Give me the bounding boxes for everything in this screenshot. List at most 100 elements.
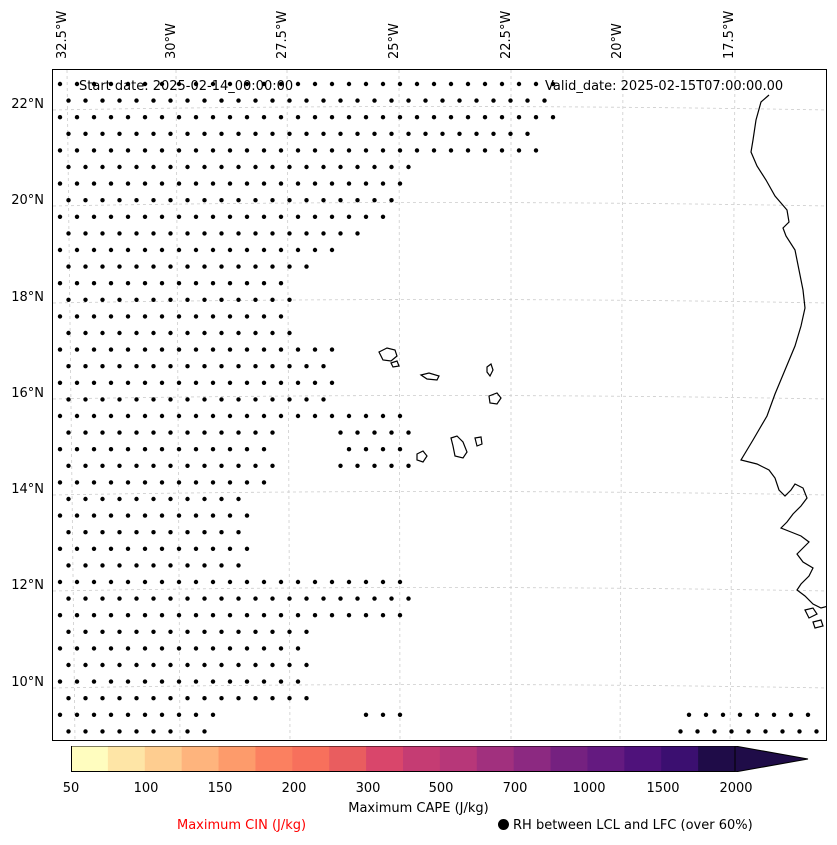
rh-dot xyxy=(380,712,386,717)
rh-dot xyxy=(74,613,80,618)
rh-dot xyxy=(66,596,71,601)
rh-dot xyxy=(355,198,360,203)
rh-dot xyxy=(516,115,522,120)
rh-dot xyxy=(355,164,360,170)
rh-dot xyxy=(346,447,352,452)
rh-dot xyxy=(363,214,369,219)
rh-dot xyxy=(253,198,258,203)
rh-dot xyxy=(134,330,139,336)
rh-dot xyxy=(236,164,241,170)
rh-dot xyxy=(533,115,539,120)
rh-dot xyxy=(168,729,173,734)
rh-dot xyxy=(151,364,156,369)
rh-dot xyxy=(389,131,394,136)
parallel-gridline xyxy=(53,587,826,592)
rh-dot xyxy=(66,164,71,170)
rh-dot xyxy=(304,397,309,402)
rh-dot xyxy=(304,131,309,136)
rh-dot xyxy=(142,214,148,219)
rh-dot xyxy=(457,131,462,136)
rh-dot xyxy=(508,131,513,136)
meridian-gridline xyxy=(66,70,76,740)
parallel-gridline xyxy=(53,106,826,111)
rh-dot xyxy=(219,98,224,103)
rh-dot xyxy=(57,679,63,684)
rh-dot xyxy=(202,364,207,369)
rh-dot xyxy=(499,81,505,87)
rh-dot xyxy=(117,563,122,568)
rh-dot xyxy=(108,679,114,684)
rh-dot xyxy=(219,231,224,236)
rh-dot xyxy=(91,281,97,286)
rh-dot xyxy=(74,413,80,419)
rh-dot xyxy=(176,480,182,485)
rh-dot xyxy=(91,679,97,684)
rh-dot xyxy=(278,214,284,219)
rh-dot xyxy=(202,164,207,170)
rh-dot xyxy=(338,131,343,136)
rh-dot xyxy=(91,81,97,87)
rh-dot xyxy=(278,247,284,253)
rh-dot xyxy=(66,629,71,634)
rh-dot xyxy=(100,530,105,535)
rh-dot xyxy=(227,447,233,452)
rh-dot xyxy=(159,613,165,618)
rh-dot xyxy=(83,198,88,203)
rh-dot xyxy=(253,696,258,701)
rh-dot xyxy=(66,198,71,203)
rh-dot xyxy=(431,148,437,153)
rh-dot xyxy=(108,480,114,485)
rh-dot xyxy=(193,314,199,319)
rh-dot xyxy=(108,579,114,585)
rh-dot xyxy=(117,264,122,269)
rh-dot xyxy=(227,613,233,618)
rh-dot xyxy=(253,463,258,468)
rh-dot xyxy=(304,662,309,668)
rh-dot xyxy=(278,413,284,419)
rh-dot xyxy=(57,247,63,253)
rh-dot xyxy=(202,629,207,634)
rh-dot xyxy=(219,297,224,302)
rh-dot xyxy=(312,148,318,153)
rh-dot xyxy=(278,679,284,684)
rh-dot xyxy=(117,164,122,170)
rh-dot xyxy=(159,347,165,352)
cape-colorbar xyxy=(71,746,809,772)
rh-dot xyxy=(159,380,165,385)
colorbar-segment xyxy=(366,746,404,772)
rh-dot xyxy=(57,613,63,618)
rh-dot xyxy=(168,563,173,568)
rh-dot xyxy=(66,729,71,734)
rh-dot xyxy=(227,281,233,286)
rh-dot xyxy=(125,646,131,651)
rh-dot xyxy=(363,413,369,419)
rh-dot xyxy=(117,231,122,236)
rh-dot xyxy=(380,81,386,87)
rh-dot xyxy=(329,115,335,120)
rh-dot xyxy=(363,712,369,717)
rh-dot xyxy=(227,579,233,585)
rh-dot xyxy=(227,480,233,485)
rh-dot xyxy=(193,413,199,419)
rh-dot xyxy=(100,397,105,402)
colorbar-segment xyxy=(71,746,109,772)
rh-dot xyxy=(287,330,292,336)
rh-dot xyxy=(193,281,199,286)
rh-dot xyxy=(91,247,97,253)
rh-dot xyxy=(227,413,233,419)
rh-dot xyxy=(176,380,182,385)
rh-dot xyxy=(142,679,148,684)
rh-dot xyxy=(185,297,190,302)
rh-dot xyxy=(321,397,326,402)
rh-dot xyxy=(253,98,258,103)
rh-dot xyxy=(168,264,173,269)
start-date-label: Start date: 2025-02-14_00:00:00 xyxy=(79,79,294,94)
rh-dot xyxy=(185,662,190,668)
rh-dot xyxy=(108,314,114,319)
rh-dot xyxy=(236,696,241,701)
rh-dot xyxy=(159,214,165,219)
rh-dot xyxy=(57,314,63,319)
rh-dot xyxy=(193,480,199,485)
rh-dot xyxy=(134,530,139,535)
rh-dot xyxy=(329,413,335,419)
